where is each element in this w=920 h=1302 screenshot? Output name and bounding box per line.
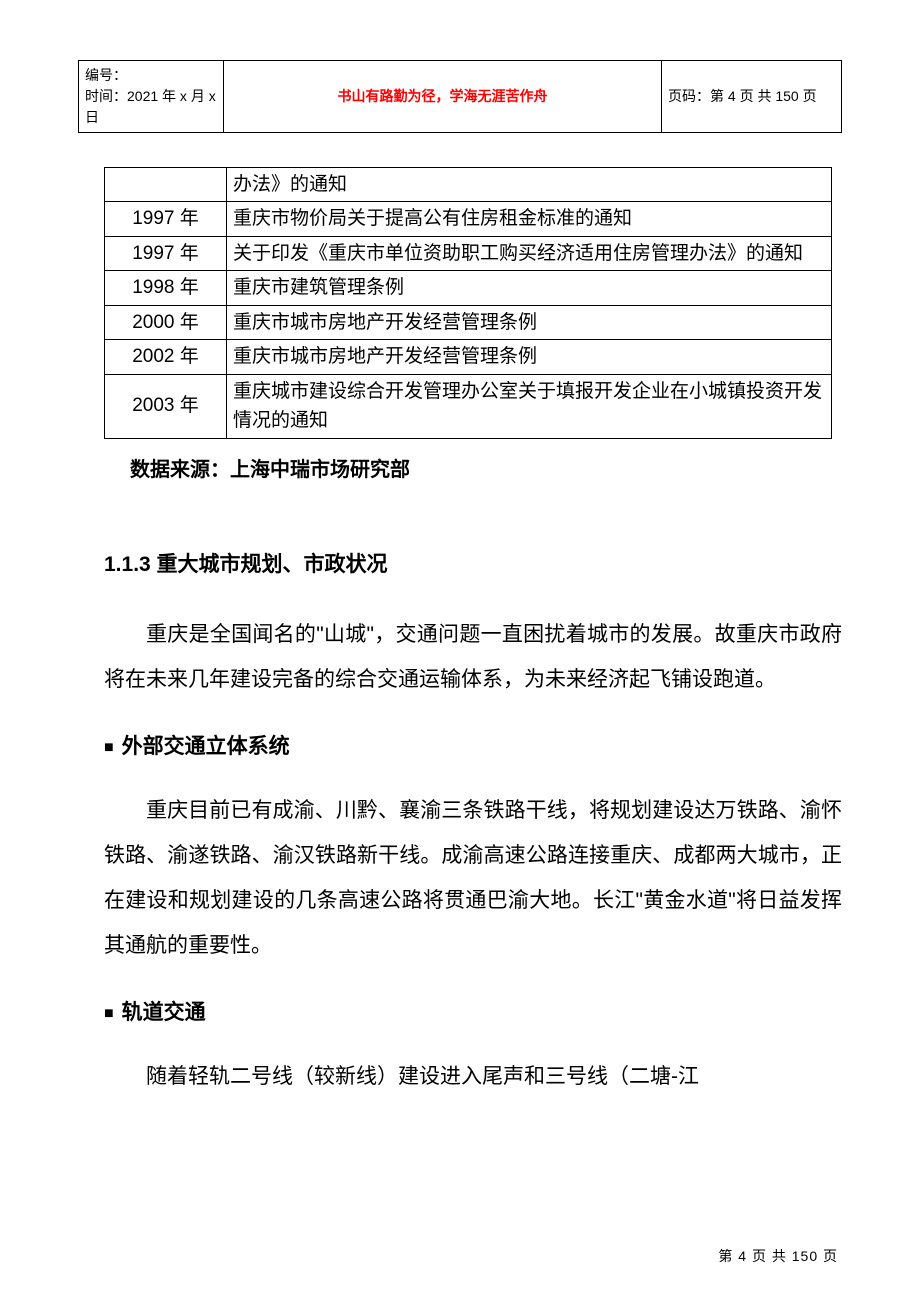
table-row: 办法》的通知 [105,168,832,202]
page-footer: 第 4 页 共 150 页 [718,1246,838,1266]
policy-table: 办法》的通知 1997 年 重庆市物价局关于提高公有住房租金标准的通知 1997… [104,167,832,439]
year-cell: 2002 年 [105,340,227,374]
data-source-line: 数据来源：上海中瑞市场研究部 [130,453,842,482]
body-paragraph-2: 重庆目前已有成渝、川黔、襄渝三条铁路干线，将规划建设达万铁路、渝怀铁路、渝遂铁路… [104,788,842,969]
square-bullet-icon: ■ [104,1005,114,1022]
policy-table-body: 办法》的通知 1997 年 重庆市物价局关于提高公有住房租金标准的通知 1997… [105,168,832,439]
square-bullet-icon: ■ [104,739,114,756]
year-cell: 1997 年 [105,236,227,270]
content-cell: 重庆市建筑管理条例 [227,271,832,305]
content-cell: 重庆市城市房地产开发经营管理条例 [227,340,832,374]
header-page-label: 页码：第 4 页 共 150 页 [662,61,842,133]
bullet-heading-1: ■ 外部交通立体系统 [104,730,842,760]
header-serial-label: 编号： [85,65,217,86]
year-cell: 1998 年 [105,271,227,305]
body-paragraph-3: 随着轻轨二号线（较新线）建设进入尾声和三号线（二塘-江 [104,1054,842,1099]
header-left-cell: 编号： 时间：2021 年 x 月 x 日 [79,61,224,133]
table-row: 2000 年 重庆市城市房地产开发经营管理条例 [105,305,832,339]
bullet-heading-2: ■ 轨道交通 [104,996,842,1026]
year-cell: 1997 年 [105,202,227,236]
header-date-label: 时间：2021 年 x 月 x 日 [85,86,217,128]
bullet-label: 轨道交通 [122,1001,206,1024]
bullet-label: 外部交通立体系统 [122,735,290,758]
year-cell [105,168,227,202]
content-cell: 办法》的通知 [227,168,832,202]
page-header-table: 编号： 时间：2021 年 x 月 x 日 书山有路勤为径，学海无涯苦作舟 页码… [78,60,842,133]
content-cell: 重庆市物价局关于提高公有住房租金标准的通知 [227,202,832,236]
table-row: 1998 年 重庆市建筑管理条例 [105,271,832,305]
year-cell: 2003 年 [105,374,227,438]
table-row: 2002 年 重庆市城市房地产开发经营管理条例 [105,340,832,374]
content-cell: 重庆市城市房地产开发经营管理条例 [227,305,832,339]
table-row: 1997 年 关于印发《重庆市单位资助职工购买经济适用住房管理办法》的通知 [105,236,832,270]
section-heading: 1.1.3 重大城市规划、市政状况 [104,548,842,578]
content-cell: 关于印发《重庆市单位资助职工购买经济适用住房管理办法》的通知 [227,236,832,270]
body-paragraph-1: 重庆是全国闻名的"山城"，交通问题一直困扰着城市的发展。故重庆市政府将在未来几年… [104,612,842,702]
table-row: 1997 年 重庆市物价局关于提高公有住房租金标准的通知 [105,202,832,236]
page-container: 编号： 时间：2021 年 x 月 x 日 书山有路勤为径，学海无涯苦作舟 页码… [0,0,920,1139]
content-cell: 重庆城市建设综合开发管理办公室关于填报开发企业在小城镇投资开发情况的通知 [227,374,832,438]
year-cell: 2000 年 [105,305,227,339]
header-center-motto: 书山有路勤为径，学海无涯苦作舟 [224,61,662,133]
table-row: 2003 年 重庆城市建设综合开发管理办公室关于填报开发企业在小城镇投资开发情况… [105,374,832,438]
